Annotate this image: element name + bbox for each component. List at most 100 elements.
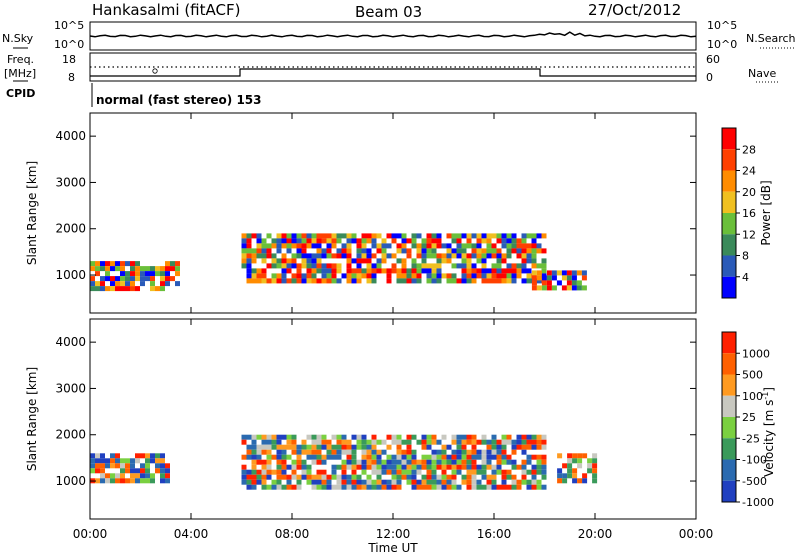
heatmap-cell <box>582 453 588 459</box>
heatmap-cell <box>276 434 282 440</box>
heatmap-cell <box>526 268 532 274</box>
heatmap-cell <box>446 479 452 485</box>
heatmap-cell <box>451 263 457 269</box>
heatmap-cell <box>291 273 297 279</box>
heatmap-cell <box>251 449 257 455</box>
heatmap-cell <box>506 459 512 465</box>
heatmap-cell <box>110 261 115 267</box>
colorbar-segment <box>722 459 736 481</box>
noise-left-label: N.Sky <box>2 32 34 45</box>
heatmap-cell <box>351 233 357 239</box>
heatmap-cell <box>351 434 357 440</box>
heatmap-cell <box>346 459 352 465</box>
heatmap-cell <box>436 474 442 480</box>
heatmap-cell <box>361 233 367 239</box>
heatmap-cell <box>251 268 257 274</box>
heatmap-cell <box>491 474 497 480</box>
heatmap-cell <box>481 268 487 274</box>
heatmap-cell <box>165 478 170 484</box>
heatmap-cell <box>100 473 105 479</box>
heatmap-cell <box>276 263 282 269</box>
y-tick-label: 4000 <box>55 129 86 143</box>
heatmap-cell <box>481 258 487 264</box>
heatmap-cell <box>251 434 257 440</box>
heatmap-cell <box>160 458 165 464</box>
heatmap-cell <box>531 263 537 269</box>
heatmap-cell <box>516 439 522 445</box>
heatmap-cell <box>311 258 317 264</box>
heatmap-cell <box>361 464 367 470</box>
heatmap-cell <box>341 273 347 279</box>
heatmap-cell <box>511 273 517 279</box>
heatmap-cell <box>411 479 417 485</box>
heatmap-cell <box>381 253 387 259</box>
heatmap-cell <box>301 474 307 480</box>
heatmap-cell <box>401 469 407 475</box>
heatmap-cell <box>396 454 402 460</box>
heatmap-cell <box>446 233 452 239</box>
heatmap-cell <box>306 454 312 460</box>
heatmap-cell <box>336 263 342 269</box>
heatmap-cell <box>281 233 287 239</box>
heatmap-cell <box>391 454 397 460</box>
heatmap-cell <box>165 473 170 479</box>
heatmap-cell <box>466 258 472 264</box>
heatmap-cell <box>456 449 462 455</box>
colorbar-tick-label: 16 <box>742 207 756 220</box>
heatmap-cell <box>356 434 362 440</box>
heatmap-cell <box>246 238 252 244</box>
heatmap-cell <box>165 281 170 287</box>
heatmap-cell <box>331 469 337 475</box>
heatmap-cell <box>481 449 487 455</box>
heatmap-cell <box>271 439 277 445</box>
heatmap-cell <box>581 275 587 281</box>
heatmap-cell <box>301 258 307 264</box>
heatmap-cell <box>431 268 437 274</box>
heatmap-cell <box>105 478 110 484</box>
heatmap-cell <box>341 243 347 249</box>
heatmap-cell <box>100 286 105 292</box>
colorbar-tick-label: 500 <box>742 369 763 382</box>
heatmap-cell <box>165 261 170 267</box>
heatmap-cell <box>441 474 447 480</box>
heatmap-cell <box>446 248 452 254</box>
heatmap-cell <box>486 233 492 239</box>
heatmap-cell <box>561 275 567 281</box>
freq-panel: Freq. [MHz] 18 8 60 0 Nave <box>4 52 778 84</box>
heatmap-cell <box>160 266 165 272</box>
heatmap-cell <box>356 459 362 465</box>
heatmap-cell <box>371 484 377 490</box>
heatmap-cell <box>321 238 327 244</box>
heatmap-cell <box>261 258 267 264</box>
heatmap-cell <box>276 439 282 445</box>
heatmap-cell <box>366 268 372 274</box>
velocity-heatmap <box>90 434 598 490</box>
heatmap-cell <box>165 463 170 469</box>
heatmap-cell <box>541 434 547 440</box>
heatmap-cell <box>346 479 352 485</box>
heatmap-cell <box>130 458 135 464</box>
heatmap-cell <box>125 468 130 474</box>
heatmap-cell <box>592 473 598 479</box>
heatmap-cell <box>381 479 387 485</box>
heatmap-cell <box>536 434 542 440</box>
heatmap-cell <box>401 268 407 274</box>
heatmap-cell <box>361 439 367 445</box>
heatmap-cell <box>346 263 352 269</box>
heatmap-cell <box>431 464 437 470</box>
heatmap-cell <box>376 459 382 465</box>
heatmap-cell <box>471 263 477 269</box>
heatmap-cell <box>381 459 387 465</box>
heatmap-cell <box>366 444 372 450</box>
heatmap-cell <box>531 439 537 445</box>
heatmap-cell <box>261 469 267 475</box>
heatmap-cell <box>296 464 302 470</box>
heatmap-cell <box>135 468 140 474</box>
heatmap-cell <box>536 479 542 485</box>
heatmap-cell <box>536 233 542 239</box>
heatmap-cell <box>416 469 422 475</box>
heatmap-cell <box>326 439 332 445</box>
heatmap-cell <box>140 463 145 469</box>
heatmap-cell <box>341 253 347 259</box>
heatmap-cell <box>120 468 125 474</box>
